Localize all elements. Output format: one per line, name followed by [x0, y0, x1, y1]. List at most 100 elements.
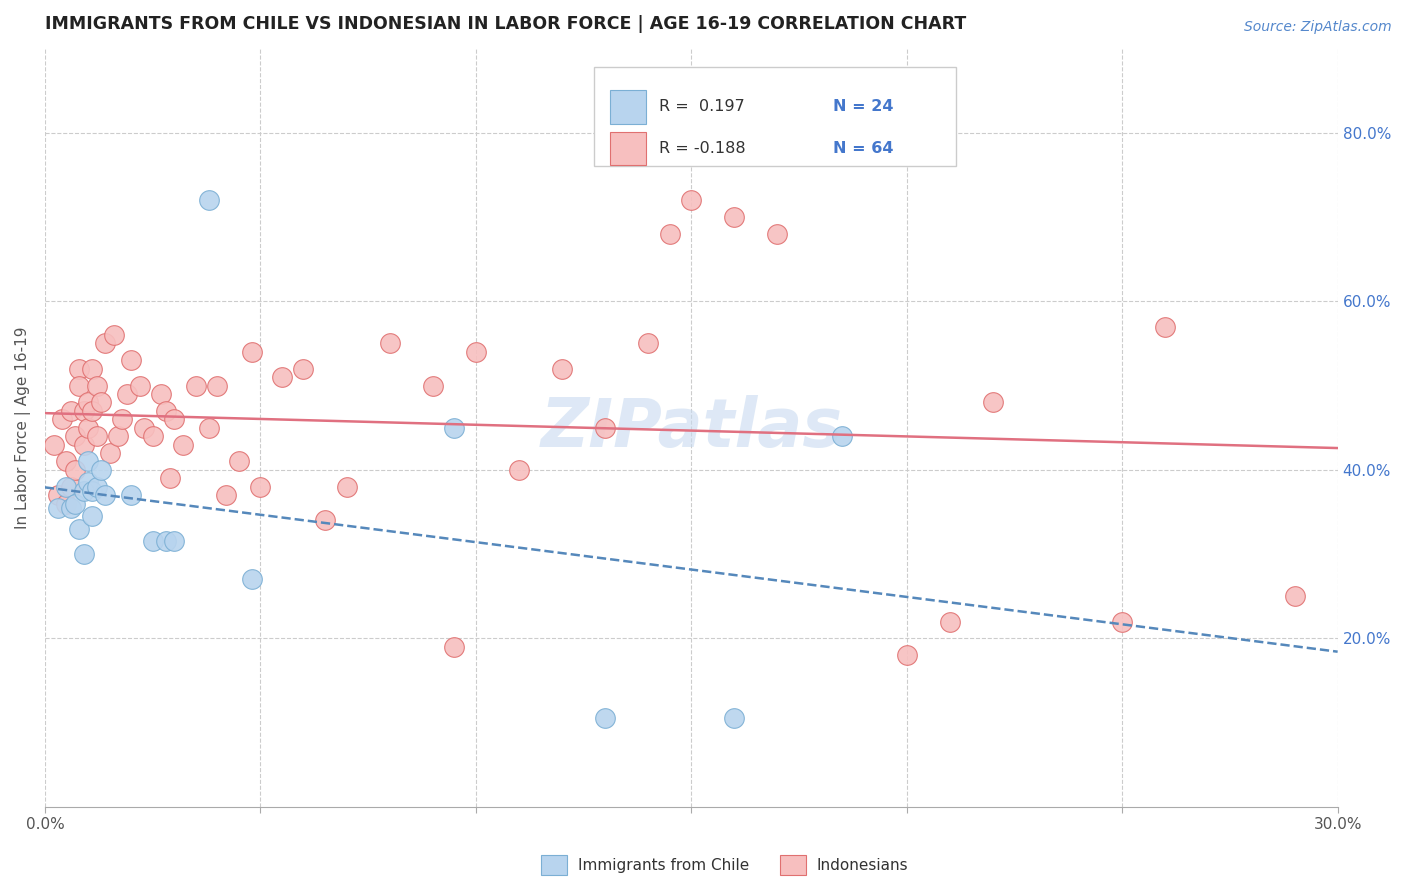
Point: [67, 522, 90, 536]
Point: [335, 480, 357, 494]
Point: [1154, 319, 1177, 334]
Point: [46, 500, 69, 515]
Point: [150, 387, 173, 401]
Point: [128, 378, 150, 392]
Point: [59, 480, 82, 494]
Text: N = 64: N = 64: [834, 141, 894, 156]
Text: Indonesians: Indonesians: [817, 858, 908, 872]
Point: [593, 711, 616, 725]
Point: [1284, 589, 1306, 603]
Point: [67, 378, 90, 392]
Y-axis label: In Labor Force | Age 16-19: In Labor Force | Age 16-19: [15, 326, 31, 529]
FancyBboxPatch shape: [595, 68, 956, 166]
Point: [723, 711, 745, 725]
Point: [59, 500, 82, 515]
Point: [55, 480, 77, 494]
Point: [120, 353, 142, 368]
Point: [46, 488, 69, 502]
Point: [593, 420, 616, 434]
Point: [197, 193, 219, 207]
Text: N = 24: N = 24: [834, 99, 894, 114]
Point: [159, 471, 181, 485]
Point: [82, 483, 104, 498]
Point: [55, 454, 77, 468]
Point: [77, 454, 100, 468]
Point: [132, 420, 155, 434]
Point: [896, 648, 918, 663]
Point: [1111, 615, 1133, 629]
Point: [63, 497, 86, 511]
Point: [551, 361, 574, 376]
Point: [77, 420, 100, 434]
Point: [197, 420, 219, 434]
Point: [163, 412, 186, 426]
Point: [270, 370, 292, 384]
Point: [111, 412, 134, 426]
Point: [142, 534, 165, 549]
Point: [86, 378, 108, 392]
Point: [94, 488, 117, 502]
Point: [63, 429, 86, 443]
Point: [681, 193, 703, 207]
Point: [77, 475, 100, 490]
Point: [658, 227, 681, 241]
Point: [120, 488, 142, 502]
Point: [939, 615, 962, 629]
Text: Source: ZipAtlas.com: Source: ZipAtlas.com: [1244, 20, 1392, 34]
Point: [73, 547, 96, 561]
Point: [115, 387, 138, 401]
Point: [508, 463, 530, 477]
Point: [73, 437, 96, 451]
Point: [73, 404, 96, 418]
Point: [240, 344, 263, 359]
Text: Immigrants from Chile: Immigrants from Chile: [578, 858, 749, 872]
Point: [73, 483, 96, 498]
Point: [55, 497, 77, 511]
Point: [42, 437, 65, 451]
Point: [443, 420, 465, 434]
Bar: [610, 132, 645, 165]
Point: [90, 395, 112, 409]
Point: [77, 395, 100, 409]
Point: [637, 336, 659, 351]
Text: R =  0.197: R = 0.197: [659, 99, 745, 114]
Point: [184, 378, 207, 392]
Point: [723, 210, 745, 224]
Point: [155, 534, 177, 549]
Point: [103, 328, 125, 343]
Point: [82, 361, 104, 376]
Point: [94, 336, 117, 351]
Point: [422, 378, 444, 392]
Bar: [610, 90, 645, 123]
Point: [98, 446, 121, 460]
Point: [249, 480, 271, 494]
Point: [314, 513, 336, 527]
Text: R = -0.188: R = -0.188: [659, 141, 745, 156]
Point: [766, 227, 789, 241]
Point: [464, 344, 486, 359]
Text: IMMIGRANTS FROM CHILE VS INDONESIAN IN LABOR FORCE | AGE 16-19 CORRELATION CHART: IMMIGRANTS FROM CHILE VS INDONESIAN IN L…: [45, 15, 966, 33]
Point: [82, 404, 104, 418]
Point: [90, 463, 112, 477]
Point: [155, 404, 177, 418]
Point: [207, 378, 229, 392]
Point: [292, 361, 315, 376]
Point: [378, 336, 401, 351]
Point: [107, 429, 129, 443]
Point: [86, 480, 108, 494]
Point: [82, 509, 104, 524]
Point: [163, 534, 186, 549]
Point: [59, 404, 82, 418]
Point: [831, 429, 853, 443]
Point: [172, 437, 194, 451]
Point: [51, 412, 73, 426]
Point: [228, 454, 250, 468]
Point: [86, 429, 108, 443]
Point: [215, 488, 238, 502]
Point: [443, 640, 465, 654]
Point: [240, 573, 263, 587]
Point: [981, 395, 1004, 409]
Point: [142, 429, 165, 443]
Text: ZIPatlas: ZIPatlas: [540, 395, 842, 460]
Point: [67, 361, 90, 376]
